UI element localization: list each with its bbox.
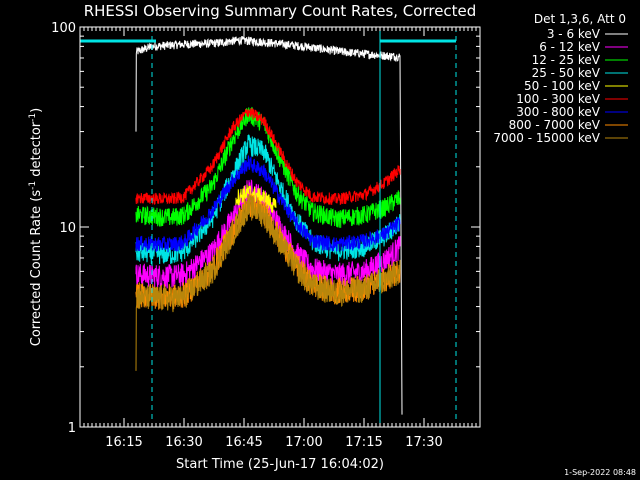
x-tick-label-2: 16:45 (225, 435, 262, 450)
y-tick-label-1: 10 (59, 221, 76, 236)
plot-area: 16:15 16:30 16:45 17:00 17:15 17:30 1 10 100 (51, 21, 481, 450)
x-tick-label-4: 17:15 (345, 435, 382, 450)
chart-title: RHESSI Observing Summary Count Rates, Co… (84, 2, 477, 20)
legend-label-2: 12 - 25 keV (532, 53, 601, 67)
y-axis-label-sup2: -1 (28, 113, 38, 122)
legend-label-0: 3 - 6 keV (547, 27, 601, 41)
legend-label-7: 800 - 7000 keV (509, 118, 601, 132)
generation-timestamp: 1-Sep-2022 08:48 (564, 468, 636, 477)
series-line-0 (135, 36, 403, 415)
y-axis-label-mid: detector (29, 121, 44, 181)
legend-label-6: 300 - 800 keV (516, 105, 600, 119)
series-line-3 (135, 133, 401, 265)
y-axis-ticks: 1 10 100 (51, 21, 480, 436)
legend-label-8: 7000 - 15000 keV (493, 131, 600, 145)
series-layer (135, 36, 403, 415)
legend-label-4: 50 - 100 keV (524, 79, 601, 93)
series-line-2 (135, 106, 401, 228)
y-tick-label-0: 1 (68, 421, 76, 436)
series-line-8 (135, 194, 401, 371)
series-line-6 (135, 155, 401, 253)
legend-label-3: 25 - 50 keV (532, 66, 601, 80)
series-line-4 (235, 184, 277, 213)
legend-header: Det 1,3,6, Att 0 (534, 12, 626, 26)
y-axis-label: Corrected Count Rate (s-1 detector-1) (28, 108, 44, 346)
y-axis-label-main: Corrected Count Rate (s (29, 190, 44, 347)
x-tick-label-0: 16:15 (105, 435, 142, 450)
x-tick-label-5: 17:30 (405, 435, 442, 450)
legend-label-5: 100 - 300 keV (516, 92, 600, 106)
x-tick-label-1: 16:30 (165, 435, 202, 450)
y-axis-label-sup1: -1 (28, 181, 38, 190)
x-axis-ticks: 16:15 16:30 16:45 17:00 17:15 17:30 (79, 27, 481, 450)
x-tick-label-3: 17:00 (285, 435, 322, 450)
series-line-5 (135, 108, 401, 206)
legend-label-1: 6 - 12 keV (539, 40, 601, 54)
y-tick-label-2: 100 (51, 21, 76, 36)
x-axis-label: Start Time (25-Jun-17 16:04:02) (176, 457, 384, 472)
y-axis-label-end: ) (29, 108, 44, 113)
